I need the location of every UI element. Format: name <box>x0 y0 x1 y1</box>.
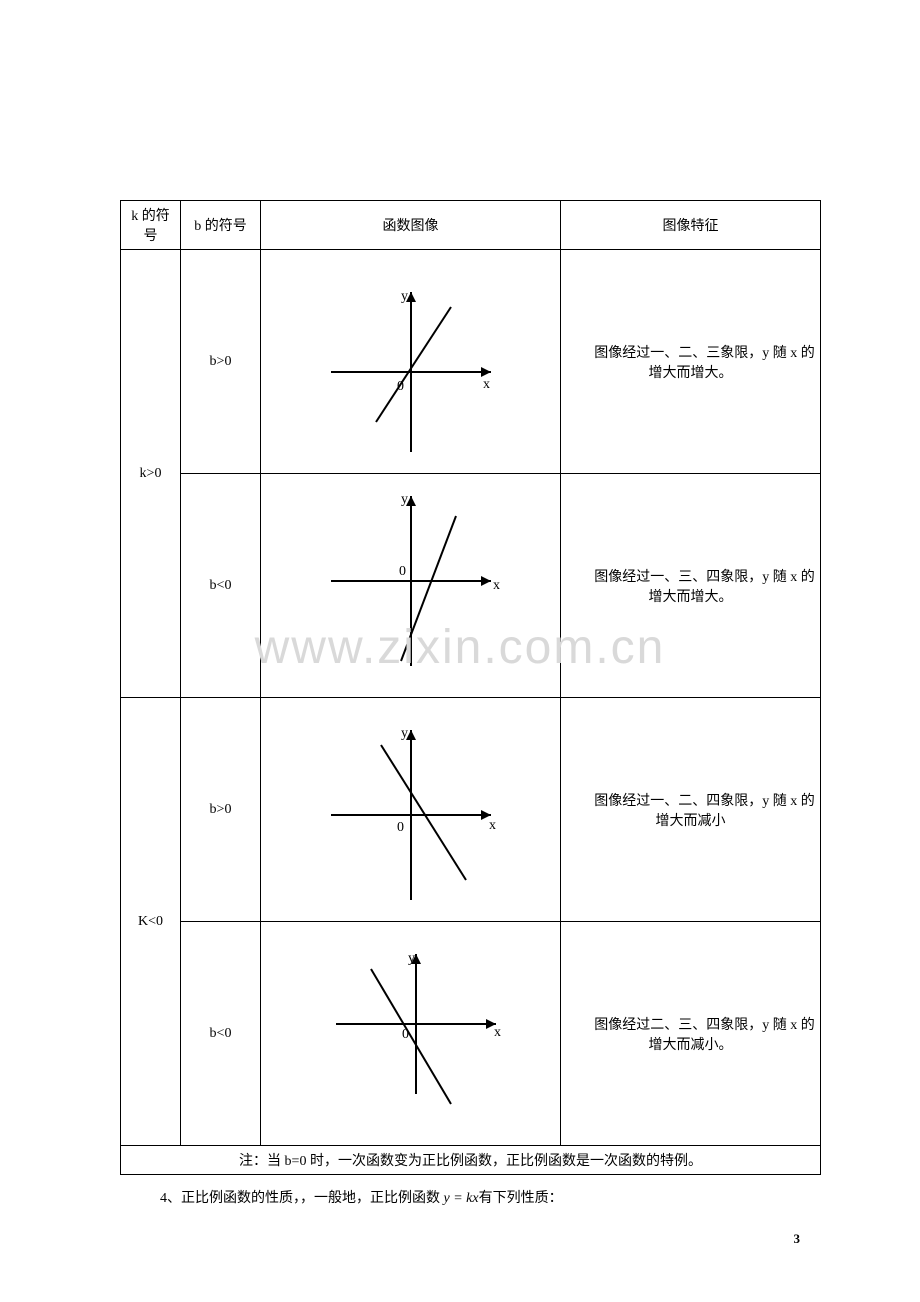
svg-text:x: x <box>483 377 490 392</box>
b-sign-cell: b<0 <box>181 474 261 698</box>
table-row: b<0 y x 0 图像经过一、三、四象限，y 随 x 的增大而增大。 <box>121 474 821 698</box>
text-suffix: 有下列性质： <box>479 1191 563 1206</box>
table-row: K<0 b>0 y x 0 图像经过一、二、四象限，y 随 x 的增大而减小 <box>121 698 821 922</box>
k-sign-cell: k>0 <box>121 250 181 698</box>
table-row: k>0 b>0 y x 0 图像经过一、二、三象限，y 随 x 的增大而增大。 <box>121 250 821 474</box>
svg-text:x: x <box>493 578 500 593</box>
paragraph-4: 4、正比例函数的性质，，一般地，正比例函数 y = kx有下列性质： <box>160 1187 800 1207</box>
b-sign-cell: b>0 <box>181 250 261 474</box>
header-b-sign: b 的符号 <box>181 201 261 250</box>
svg-text:0: 0 <box>397 379 404 394</box>
svg-text:0: 0 <box>397 820 404 835</box>
formula: y = kx <box>444 1191 479 1206</box>
b-sign-cell: b>0 <box>181 698 261 922</box>
feature-desc: 图像经过一、二、三象限，y 随 x 的增大而增大。 <box>561 250 821 474</box>
svg-text:0: 0 <box>399 564 406 579</box>
feature-desc: 图像经过一、二、四象限，y 随 x 的增大而减小 <box>561 698 821 922</box>
svg-text:y: y <box>408 951 415 966</box>
linear-graph: y x 0 <box>311 272 511 452</box>
header-k-sign: k 的符号 <box>121 201 181 250</box>
graph-cell: y x 0 <box>261 250 561 474</box>
table-note: 注：当 b=0 时，一次函数变为正比例函数，正比例函数是一次函数的特例。 <box>121 1146 821 1175</box>
text-prefix: 4、正比例函数的性质，，一般地，正比例函数 <box>160 1191 444 1206</box>
linear-graph: y x 0 <box>311 944 511 1124</box>
function-properties-table: k 的符号 b 的符号 函数图像 图像特征 k>0 b>0 y x 0 图像经过… <box>120 200 821 1175</box>
feature-desc: 图像经过一、三、四象限，y 随 x 的增大而增大。 <box>561 474 821 698</box>
svg-text:y: y <box>401 289 408 304</box>
graph-cell: y x 0 <box>261 474 561 698</box>
graph-cell: y x 0 <box>261 922 561 1146</box>
page-number: 3 <box>794 1231 801 1247</box>
feature-desc: 图像经过二、三、四象限，y 随 x 的增大而减小。 <box>561 922 821 1146</box>
graph-cell: y x 0 <box>261 698 561 922</box>
header-graph: 函数图像 <box>261 201 561 250</box>
header-feature: 图像特征 <box>561 201 821 250</box>
table-row: b<0 y x 0 图像经过二、三、四象限，y 随 x 的增大而减小。 <box>121 922 821 1146</box>
svg-text:x: x <box>489 818 496 833</box>
linear-graph: y x 0 <box>311 486 511 686</box>
svg-text:x: x <box>494 1025 501 1040</box>
k-sign-cell: K<0 <box>121 698 181 1146</box>
table-note-row: 注：当 b=0 时，一次函数变为正比例函数，正比例函数是一次函数的特例。 <box>121 1146 821 1175</box>
svg-text:y: y <box>401 492 408 507</box>
svg-text:y: y <box>401 726 408 741</box>
svg-text:0: 0 <box>402 1027 409 1042</box>
table-header-row: k 的符号 b 的符号 函数图像 图像特征 <box>121 201 821 250</box>
b-sign-cell: b<0 <box>181 922 261 1146</box>
linear-graph: y x 0 <box>311 710 511 910</box>
